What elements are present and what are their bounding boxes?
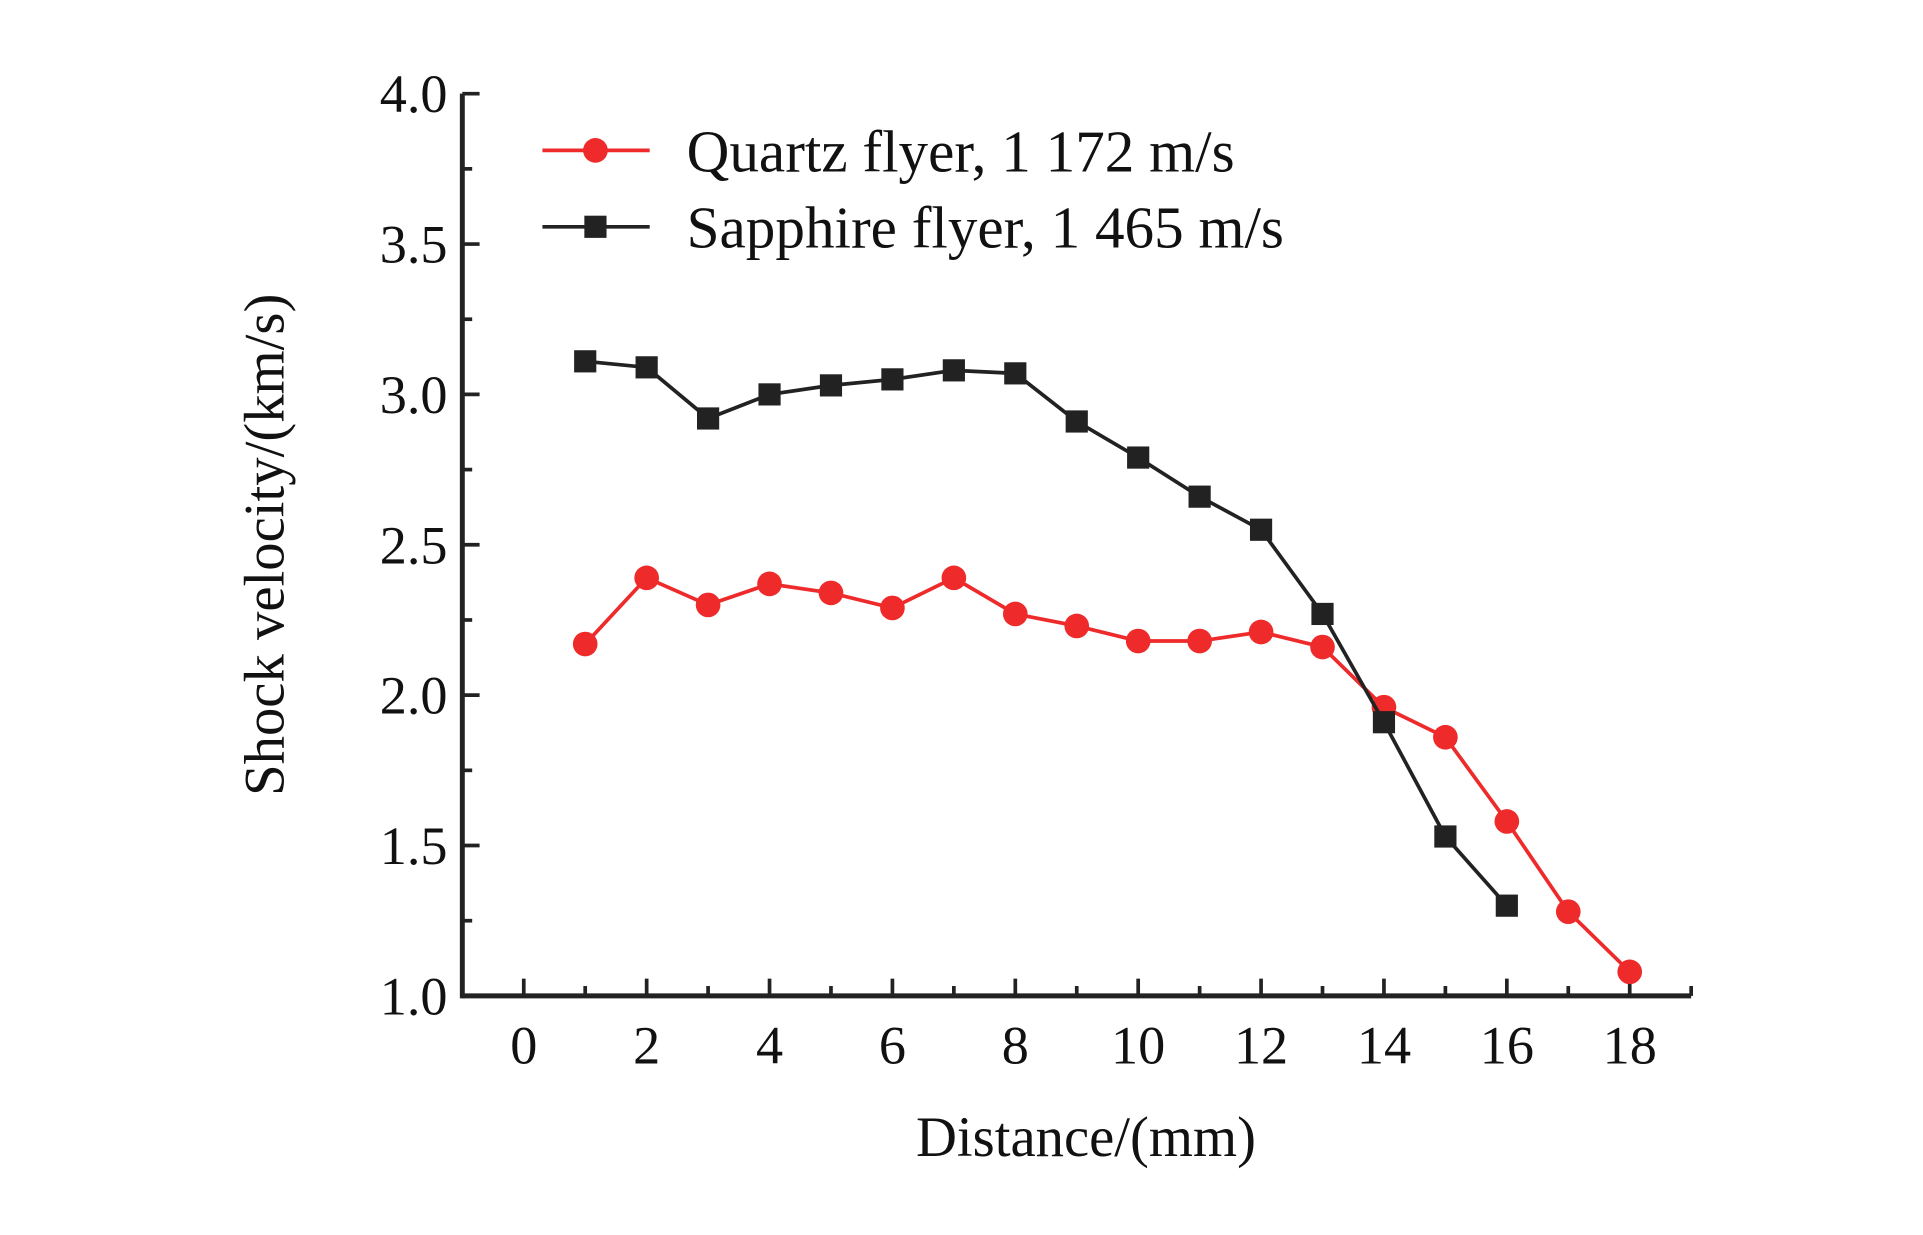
- y-tick-label: 1.5: [380, 816, 448, 876]
- series-sapphire: [574, 350, 1518, 917]
- data-point: [1187, 628, 1212, 654]
- data-point: [1617, 959, 1643, 985]
- data-point: [1372, 711, 1396, 734]
- square-marker-icon: [584, 215, 607, 238]
- legend-label: Sapphire flyer, 1 465 m/s: [687, 195, 1284, 261]
- y-tick-label: 2.5: [380, 515, 448, 575]
- data-point: [695, 592, 721, 618]
- data-point: [1002, 601, 1028, 627]
- legend-item: Quartz flyer, 1 172 m/s: [542, 118, 1235, 184]
- x-tick-label: 2: [633, 1016, 660, 1076]
- data-point: [635, 356, 658, 379]
- x-tick-label: 0: [510, 1016, 537, 1076]
- x-tick-label: 6: [879, 1016, 906, 1076]
- series-quartz: [572, 565, 1643, 985]
- data-point: [1433, 724, 1458, 750]
- data-point: [757, 571, 782, 597]
- x-tick-label: 16: [1480, 1016, 1534, 1076]
- series-line: [585, 359, 1509, 907]
- series-layer: [572, 350, 1643, 985]
- legend-label: Quartz flyer, 1 172 m/s: [687, 118, 1235, 184]
- x-tick-label: 18: [1603, 1016, 1657, 1076]
- data-point: [818, 580, 844, 606]
- data-point: [1248, 619, 1274, 645]
- data-point: [758, 383, 781, 406]
- data-point: [1004, 362, 1027, 385]
- x-tick-label: 14: [1357, 1016, 1411, 1076]
- data-point: [941, 565, 967, 591]
- y-tick-label: 3.5: [380, 215, 448, 275]
- data-point: [696, 407, 720, 430]
- data-point: [1555, 899, 1581, 925]
- x-tick-label: 12: [1234, 1016, 1288, 1076]
- data-point: [1064, 613, 1090, 639]
- series-line: [583, 575, 1632, 974]
- data-point: [1125, 628, 1151, 654]
- data-point: [1311, 602, 1334, 626]
- y-tick-label: 4.0: [380, 64, 448, 124]
- legend: Quartz flyer, 1 172 m/s Sapphire flyer, 1…: [542, 118, 1284, 261]
- data-point: [1494, 809, 1520, 834]
- data-point: [572, 631, 598, 657]
- data-point: [1495, 894, 1518, 917]
- ticks: 1.0 1.5 2.0 2.5 3.0 3.5 4.0 0 2 4 6 8 10 12 14 16 18: [380, 64, 1694, 1076]
- y-tick-label: 1.0: [380, 966, 448, 1026]
- data-point: [881, 368, 904, 391]
- data-point: [1310, 634, 1335, 660]
- data-point: [1188, 485, 1211, 508]
- data-point: [942, 359, 965, 382]
- legend-item: Sapphire flyer, 1 465 m/s: [542, 195, 1284, 261]
- data-point: [819, 374, 843, 397]
- y-axis-title: Shock velocity/(km/s): [234, 294, 297, 796]
- data-point: [634, 565, 659, 591]
- y-tick-label: 2.0: [380, 666, 448, 726]
- data-point: [1249, 518, 1273, 541]
- y-tick-label: 3.0: [380, 365, 448, 425]
- data-point: [1434, 825, 1457, 848]
- data-point: [1065, 410, 1088, 433]
- x-tick-label: 4: [756, 1016, 783, 1076]
- x-axis-title: Distance/(mm): [916, 1106, 1256, 1169]
- data-point: [1127, 446, 1150, 469]
- circle-marker-icon: [583, 138, 608, 163]
- x-tick-label: 10: [1111, 1016, 1165, 1076]
- data-point: [880, 595, 905, 621]
- x-tick-label: 8: [1002, 1016, 1029, 1076]
- data-point: [574, 350, 597, 373]
